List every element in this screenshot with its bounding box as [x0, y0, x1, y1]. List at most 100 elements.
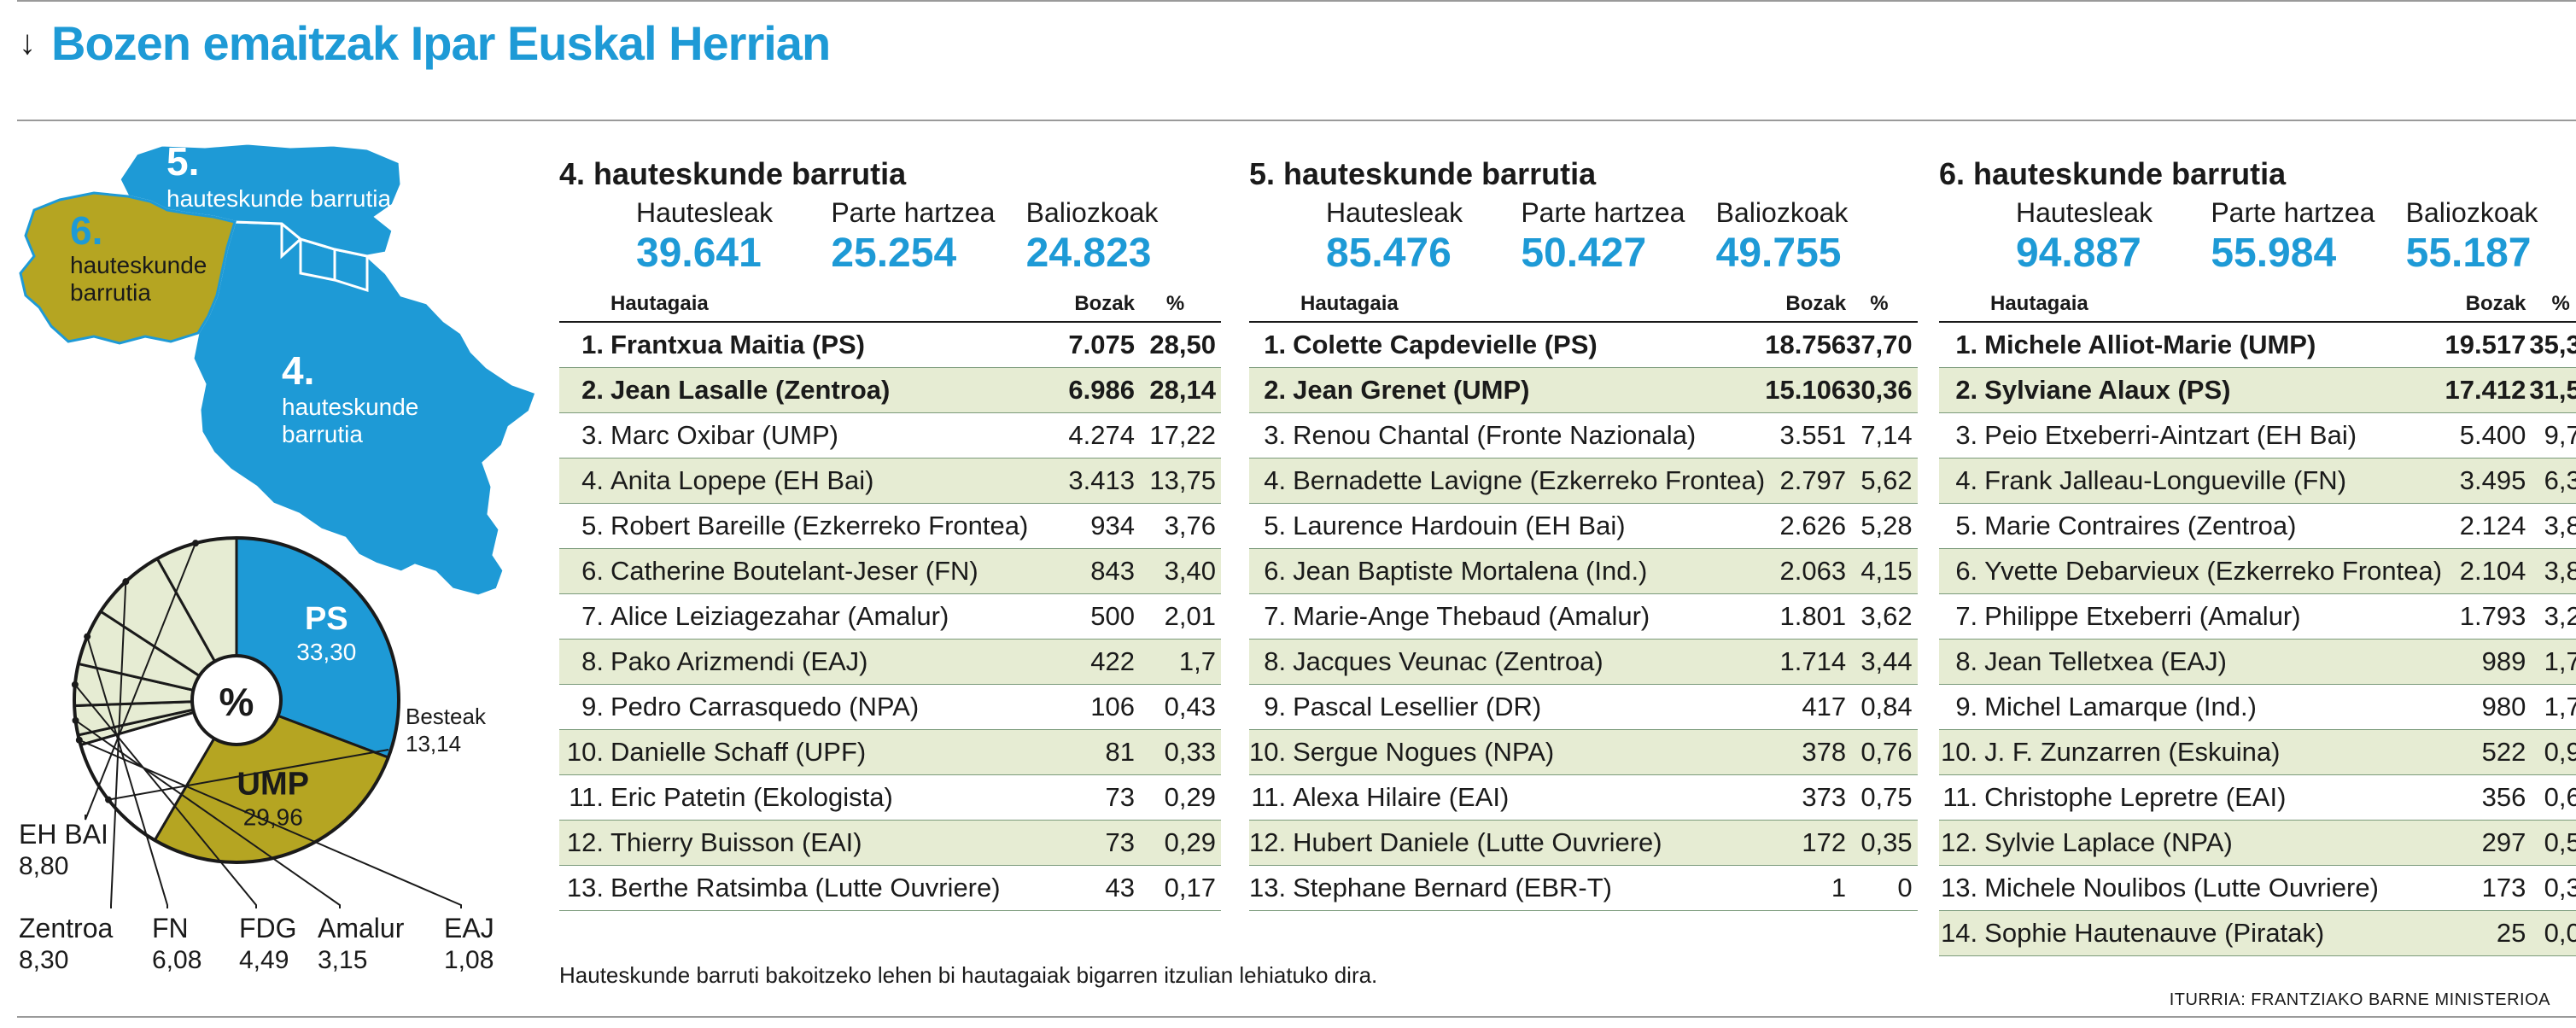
- map-label-6-text1: hauteskunde: [70, 252, 207, 278]
- row-pct: 0,33: [1135, 729, 1221, 775]
- district-stats: Hautesleak 39.641 Parte hartzea 25.254 Balio…: [636, 195, 1221, 277]
- table-row: 10. Danielle Schaff (UPF) 81 0,33: [559, 729, 1221, 775]
- donut-leader-dot: [71, 680, 79, 688]
- row-pct: 3,81: [2526, 548, 2576, 594]
- row-candidate: Catherine Boutelant-Jeser (FN): [610, 548, 1041, 594]
- row-candidate: Stephane Bernard (EBR-T): [1293, 865, 1766, 911]
- row-candidate: Colette Capdevielle (PS): [1293, 322, 1766, 368]
- row-votes: 500: [1041, 593, 1135, 640]
- row-pct: 1,7: [1135, 639, 1221, 685]
- stat-voters: Hautesleak 85.476: [1326, 195, 1521, 277]
- donut-leader-line: [86, 636, 168, 908]
- table-header-row: Hautagaia Bozak%: [1249, 287, 1918, 323]
- row-votes: 2.063: [1765, 548, 1847, 594]
- donut-leader-line: [74, 720, 341, 908]
- district-title: 5. hauteskunde barrutia: [1249, 156, 1597, 191]
- row-candidate: Laurence Hardouin (EH Bai): [1293, 503, 1766, 549]
- row-rank: 6.: [559, 548, 610, 594]
- row-votes: 989: [2442, 639, 2526, 685]
- row-votes: 297: [2442, 820, 2526, 866]
- row-pct: 6,33: [2526, 458, 2576, 504]
- col-pct: %: [1135, 287, 1221, 323]
- row-candidate: Peio Etxeberri-Aintzart (EH Bai): [1984, 412, 2443, 459]
- table-row: 4. Bernadette Lavigne (Ezkerreko Frontea)…: [1249, 458, 1918, 504]
- map-label-4-num: 4.: [282, 348, 314, 393]
- row-pct: 7,14: [1846, 412, 1918, 459]
- row-pct: 2,01: [1135, 593, 1221, 640]
- header-rule: [17, 120, 2576, 121]
- table-row: 3. Marc Oxibar (UMP) 4.274 17,22: [559, 412, 1221, 459]
- table-row: 6. Catherine Boutelant-Jeser (FN) 843 3,40: [559, 548, 1221, 594]
- row-rank: 9.: [1939, 684, 1985, 730]
- row-votes: 19.517: [2442, 322, 2526, 368]
- table-row: 6. Jean Baptiste Mortalena (Ind.) 2.063 4,1…: [1249, 548, 1918, 594]
- donut-label-name: EH BAI: [19, 819, 108, 850]
- table-row: 11. Eric Patetin (Ekologista) 73 0,29: [559, 774, 1221, 821]
- row-candidate: Alice Leiziagezahar (Amalur): [610, 593, 1041, 640]
- table-row: 6. Yvette Debarvieux (Ezkerreko Frontea) 2…: [1939, 548, 2576, 594]
- donut-center: [190, 654, 283, 746]
- row-rank: 8.: [1249, 639, 1294, 685]
- row-candidate: Danielle Schaff (UPF): [610, 729, 1041, 775]
- row-rank: 4.: [559, 458, 610, 504]
- donut-label-name: UMP: [237, 767, 309, 803]
- donut-label-value: 4,49: [239, 946, 289, 974]
- table-row: 13. Stephane Bernard (EBR-T) 1 0: [1249, 865, 1918, 911]
- table-row: 12. Hubert Daniele (Lutte Ouvriere) 172 0,3…: [1249, 820, 1918, 866]
- row-rank: 6.: [1249, 548, 1294, 594]
- row-rank: 12.: [1939, 820, 1985, 866]
- source-credit: ITURRIA: FRANTZIAKO BARNE MINISTERIOA: [2169, 990, 2550, 1009]
- row-rank: 5.: [1249, 503, 1294, 549]
- row-candidate: Michele Noulibos (Lutte Ouvriere): [1984, 865, 2443, 911]
- table-row: 5. Robert Bareille (Ezkerreko Frontea) 934…: [559, 503, 1221, 549]
- table-row: 1. Colette Capdevielle (PS) 18.756 37,70: [1249, 322, 1918, 368]
- row-candidate: Robert Bareille (Ezkerreko Frontea): [610, 503, 1041, 549]
- row-pct: 28,14: [1135, 367, 1221, 413]
- district-5-panel: 5. hauteskunde barrutia Hautesleak 85.476 P…: [1249, 154, 1918, 911]
- row-votes: 3.551: [1765, 412, 1847, 459]
- stat-valid: Baliozkoak 24.823: [1026, 195, 1221, 277]
- table-row: 2. Jean Grenet (UMP) 15.106 30,36: [1249, 367, 1918, 413]
- row-pct: 37,70: [1846, 322, 1918, 368]
- map-subdivision-lines: [280, 224, 369, 293]
- row-pct: 0,43: [1135, 684, 1221, 730]
- district-title: 6. hauteskunde barrutia: [1939, 156, 2287, 191]
- col-votes: Bozak: [2442, 287, 2526, 323]
- map-district-4: [191, 220, 538, 598]
- row-candidate: Frank Jalleau-Longueville (FN): [1984, 458, 2443, 504]
- row-pct: 17,22: [1135, 412, 1221, 459]
- stat-value: 25.254: [831, 231, 957, 276]
- donut-leader-dot: [122, 578, 130, 586]
- row-votes: 81: [1041, 729, 1135, 775]
- stat-voters: Hautesleak 39.641: [636, 195, 831, 277]
- row-candidate: Pedro Carrasquedo (NPA): [610, 684, 1041, 730]
- row-pct: 4,15: [1846, 548, 1918, 594]
- donut-leader-line: [108, 749, 389, 801]
- row-candidate: Christophe Lepretre (EAI): [1984, 774, 2443, 821]
- stat-value: 94.887: [2016, 231, 2141, 276]
- row-rank: 14.: [1939, 910, 1985, 956]
- row-rank: 7.: [1939, 593, 1985, 640]
- row-votes: 1.714: [1765, 639, 1847, 685]
- district-stats: Hautesleak 94.887 Parte hartzea 55.984 Balio…: [2016, 195, 2576, 277]
- row-votes: 73: [1041, 820, 1135, 866]
- row-votes: 2.626: [1765, 503, 1847, 549]
- row-candidate: Frantxua Maitia (PS): [610, 322, 1041, 368]
- row-candidate: Sylviane Alaux (PS): [1984, 367, 2443, 413]
- down-arrow-icon: ↓: [19, 23, 36, 61]
- table-row: 4. Anita Lopepe (EH Bai) 3.413 13,75: [559, 458, 1221, 504]
- row-candidate: Yvette Debarvieux (Ezkerreko Frontea): [1984, 548, 2443, 594]
- row-rank: 2.: [1249, 367, 1294, 413]
- table-row: 9. Pedro Carrasquedo (NPA) 106 0,43: [559, 684, 1221, 730]
- stat-value: 55.187: [2405, 231, 2532, 276]
- row-rank: 10.: [559, 729, 610, 775]
- row-candidate: Jean Telletxea (EAJ): [1984, 639, 2443, 685]
- col-pct: %: [2526, 287, 2576, 323]
- table-row: 7. Alice Leiziagezahar (Amalur) 500 2,01: [559, 593, 1221, 640]
- row-votes: 3.413: [1041, 458, 1135, 504]
- map-district-6: [19, 191, 237, 345]
- donut-label-name: Amalur: [318, 913, 405, 943]
